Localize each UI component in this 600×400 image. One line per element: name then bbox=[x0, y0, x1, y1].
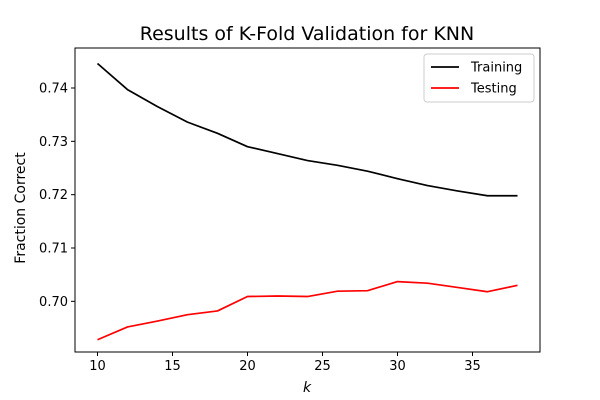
series-line-testing bbox=[97, 280, 518, 341]
y-tick-label: 0.70 bbox=[39, 295, 68, 310]
chart-title: Results of K-Fold Validation for KNN bbox=[140, 23, 475, 45]
x-tick-label: 30 bbox=[389, 359, 406, 374]
legend: Training Testing bbox=[423, 53, 535, 103]
plot-frame bbox=[74, 47, 541, 353]
x-tick-label: 35 bbox=[464, 359, 481, 374]
x-axis-label: k bbox=[303, 380, 312, 396]
axes: 10 15 20 25 30 35 0.70 0.71 0.72 0.73 0.74 bbox=[39, 47, 541, 374]
y-tick-label: 0.71 bbox=[39, 242, 68, 257]
plot-area bbox=[96, 62, 518, 341]
x-tick-label: 25 bbox=[314, 359, 331, 374]
legend-label-training: Training bbox=[470, 61, 522, 76]
legend-label-testing: Testing bbox=[470, 82, 517, 97]
x-tick-label: 10 bbox=[89, 359, 106, 374]
x-tick-label: 20 bbox=[239, 359, 256, 374]
y-tick-label: 0.72 bbox=[39, 188, 68, 203]
y-axis-label: Fraction Correct bbox=[13, 152, 29, 264]
x-tick-label: 15 bbox=[164, 359, 181, 374]
y-tick-label: 0.74 bbox=[39, 82, 68, 97]
series-line-training bbox=[96, 62, 518, 197]
y-tick-label: 0.73 bbox=[39, 135, 68, 150]
legend-box bbox=[423, 53, 535, 103]
